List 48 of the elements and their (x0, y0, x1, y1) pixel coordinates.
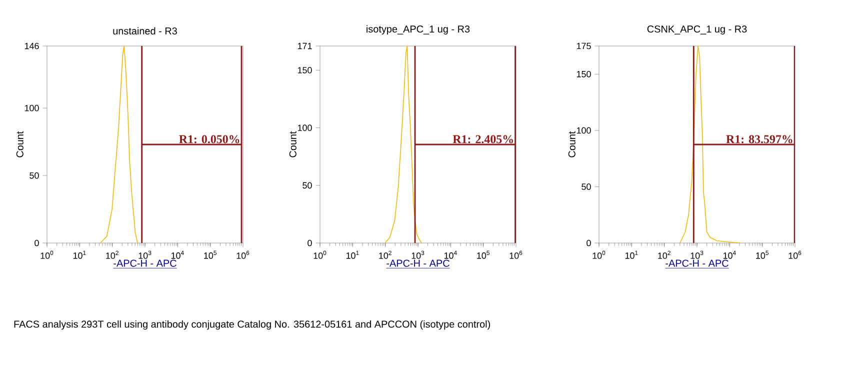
annotation: R1: 2.405% (452, 135, 513, 144)
x-tick-label: 10$^{4}$ (444, 250, 457, 259)
y-tick-label: 100 (298, 124, 312, 131)
x-tick-label: 10$^{2}$ (658, 250, 670, 259)
x-tick-label: 10$^{0}$ (40, 250, 54, 259)
x-tick-label: 10$^{5}$ (756, 250, 768, 259)
x-tick-label: 10$^{6}$ (510, 250, 522, 259)
y-tick-label: 171 (298, 42, 312, 50)
y-tick-label: 100 (576, 127, 591, 134)
text: FACS analysis 293T cell using antibody conjugate Catalog No. 35612-05161 and APCCON (isotype control) (14, 320, 490, 330)
y-tick-label: 0 (586, 240, 591, 246)
y-tick-label: 50 (302, 182, 312, 189)
chart-title: isotype_APC_1 ug - R3 (366, 25, 470, 35)
y-axis-title: Count (16, 131, 24, 158)
x-tick-label: 10$^{1}$ (73, 250, 86, 259)
y-tick-label: 146 (24, 42, 39, 50)
y-tick-label: 50 (582, 184, 591, 190)
y-tick-label: 150 (576, 70, 591, 78)
x-tick-label: 10$^{5}$ (477, 250, 490, 259)
x-tick-label: 10$^{2}$ (379, 250, 392, 259)
x-tick-label: 10$^{5}$ (204, 250, 216, 259)
x-tick-label: 10$^{3}$ (412, 250, 424, 259)
y-tick-label: 0 (34, 240, 39, 246)
x-axis-title: -APC-H - APC (386, 260, 450, 267)
y-axis-title: Count (568, 131, 576, 158)
x-tick-label: 10$^{4}$ (723, 250, 736, 259)
x-tick-label: 10$^{1}$ (625, 250, 638, 259)
y-tick-label: 0 (308, 240, 312, 246)
x-tick-label: 10$^{6}$ (788, 250, 802, 259)
y-tick-label: 150 (298, 67, 312, 74)
x-tick-label: 10$^{6}$ (236, 250, 250, 259)
y-tick-label: 100 (24, 104, 39, 112)
x-tick-label: 10$^{0}$ (592, 250, 606, 259)
x-tick-label: 10$^{1}$ (346, 250, 359, 259)
x-axis-title: -APC-H - APC (114, 260, 176, 267)
x-tick-label: 10$^{3}$ (138, 250, 152, 259)
annotation: R1: 0.050% (179, 135, 240, 144)
chart-title: unstained - R3 (113, 27, 177, 35)
chart-title: CSNK_APC_1 ug - R3 (647, 25, 747, 34)
x-axis-title: -APC-H - APC (666, 260, 728, 267)
y-tick-label: 50 (30, 172, 39, 179)
x-tick-label: 10$^{3}$ (690, 250, 704, 259)
x-tick-label: 10$^{2}$ (106, 250, 118, 259)
x-tick-label: 10$^{0}$ (314, 250, 326, 259)
y-axis-title: Count (289, 131, 296, 158)
y-tick-label: 175 (576, 42, 591, 50)
annotation: R1: 83.597% (726, 135, 792, 144)
x-tick-label: 10$^{4}$ (171, 250, 184, 259)
